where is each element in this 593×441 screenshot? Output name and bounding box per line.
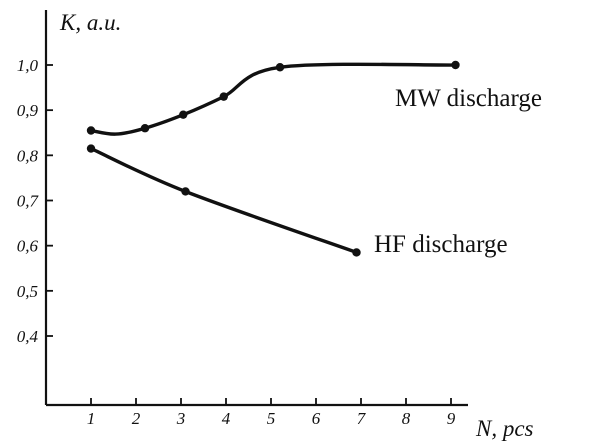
data-point [179, 110, 188, 119]
axes [44, 10, 468, 407]
series-label: MW discharge [395, 85, 542, 112]
x-tick-label: 3 [176, 409, 186, 428]
x-axis-title: N, pcs [475, 416, 534, 441]
series-labels: MW discharge HF discharge [374, 85, 542, 258]
y-tick-label: 0,6 [17, 237, 39, 256]
ticks: 1 2 3 4 5 6 7 8 9 0,4 0,5 0,6 0,7 0,8 0,9 1,0 [17, 56, 456, 428]
x-tick-label: 4 [222, 409, 231, 428]
data-point [181, 187, 190, 196]
series-line [89, 62, 458, 136]
x-tick-label: 1 [87, 409, 96, 428]
x-tick-label: 9 [447, 409, 456, 428]
x-tick-label: 5 [267, 409, 276, 428]
series-0 [86, 60, 460, 136]
data-point [275, 63, 285, 72]
series-line [89, 146, 359, 255]
x-tick-label: 7 [357, 409, 367, 428]
data-point [451, 60, 460, 70]
series-label: HF discharge [374, 231, 508, 258]
data-point [86, 126, 96, 135]
series-1 [86, 144, 361, 257]
y-tick-label: 0,8 [17, 146, 39, 165]
data-point [219, 92, 228, 101]
series-layer [86, 60, 460, 257]
y-tick-label: 0,7 [17, 192, 40, 211]
y-axis-title: K, a.u. [59, 10, 121, 35]
y-tick-label: 1,0 [17, 56, 39, 75]
y-tick-label: 0,4 [17, 327, 39, 346]
x-tick-label: 2 [132, 409, 141, 428]
data-point [352, 248, 361, 257]
x-tick-label: 8 [402, 409, 411, 428]
data-point [140, 124, 150, 133]
y-tick-label: 0,5 [17, 282, 38, 301]
x-tick-label: 6 [312, 409, 321, 428]
data-point [86, 144, 96, 153]
y-tick-label: 0,9 [17, 101, 39, 120]
